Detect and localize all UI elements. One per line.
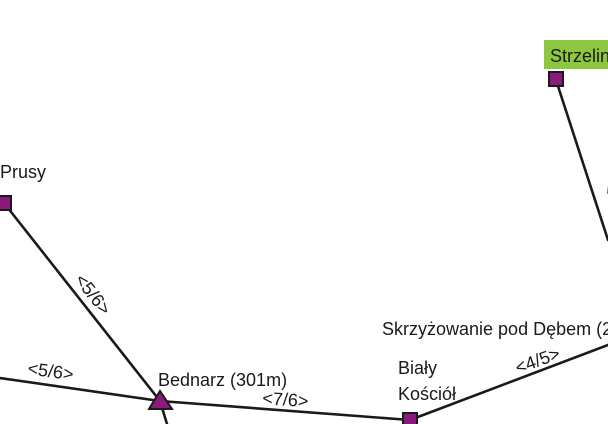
- prusy-square-icon[interactable]: [0, 195, 12, 211]
- bednarz-triangle-icon[interactable]: [147, 389, 174, 410]
- strzelin-highlight: [544, 40, 608, 69]
- route-bialy-skrzyzowanie: [408, 343, 608, 422]
- place-label-bednarz: Bednarz (301m): [158, 370, 287, 390]
- bialy-kosciol-square-icon[interactable]: [402, 412, 418, 424]
- place-label-prusy: Prusy: [0, 162, 46, 182]
- place-label-strzelin: Strzelin: [550, 46, 608, 66]
- segment-label-west-bednarz: <5/6>: [26, 358, 74, 384]
- place-label-bialy-line1: Biały: [398, 358, 437, 378]
- place-label-bialy-line2: Kościół: [398, 384, 456, 404]
- route-strzelin-south: [554, 78, 608, 242]
- route-bednarz-bialy: [158, 399, 412, 422]
- route-west-bednarz: [0, 376, 162, 403]
- segment-label-bednarz-bialy: <7/6>: [262, 388, 309, 411]
- route-prusy-bednarz: [2, 201, 162, 403]
- place-label-skrzyzowanie: Skrzyżowanie pod Dębem (23: [382, 319, 608, 339]
- strzelin-square-icon[interactable]: [548, 71, 564, 87]
- segment-label-strzelin-edge: <: [599, 180, 608, 196]
